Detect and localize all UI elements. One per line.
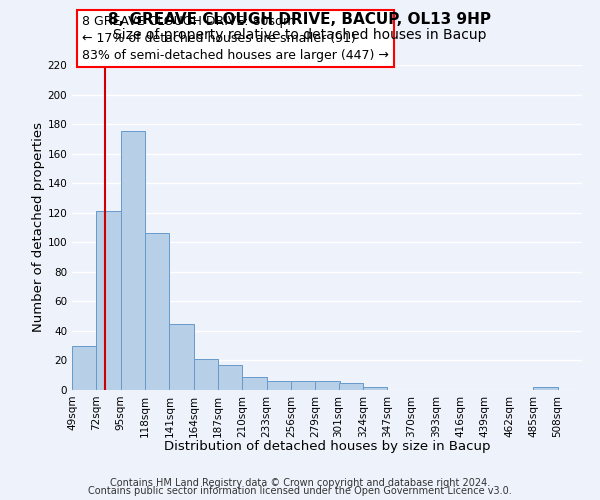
Bar (291, 381, 316, 390)
Bar (145, 234, 169, 390)
Text: Size of property relative to detached houses in Bacup: Size of property relative to detached ho… (113, 28, 487, 42)
Text: Contains HM Land Registry data © Crown copyright and database right 2024.: Contains HM Land Registry data © Crown c… (110, 478, 490, 488)
Bar (316, 381, 340, 390)
Bar (266, 381, 291, 390)
Bar (97, 211, 121, 390)
Y-axis label: Number of detached properties: Number of detached properties (32, 122, 44, 332)
Bar (533, 387, 557, 390)
Bar (363, 387, 388, 390)
Bar (218, 365, 242, 390)
Bar (72, 346, 97, 390)
Text: 8 GREAVE CLOUGH DRIVE: 80sqm
← 17% of detached houses are smaller (91)
83% of se: 8 GREAVE CLOUGH DRIVE: 80sqm ← 17% of de… (82, 14, 389, 62)
Bar (169, 324, 194, 390)
Bar (121, 132, 145, 390)
X-axis label: Distribution of detached houses by size in Bacup: Distribution of detached houses by size … (164, 440, 490, 453)
Text: Contains public sector information licensed under the Open Government Licence v3: Contains public sector information licen… (88, 486, 512, 496)
Bar (242, 376, 266, 390)
Text: 8, GREAVE CLOUGH DRIVE, BACUP, OL13 9HP: 8, GREAVE CLOUGH DRIVE, BACUP, OL13 9HP (109, 12, 491, 28)
Bar (194, 359, 218, 390)
Bar (338, 382, 363, 390)
